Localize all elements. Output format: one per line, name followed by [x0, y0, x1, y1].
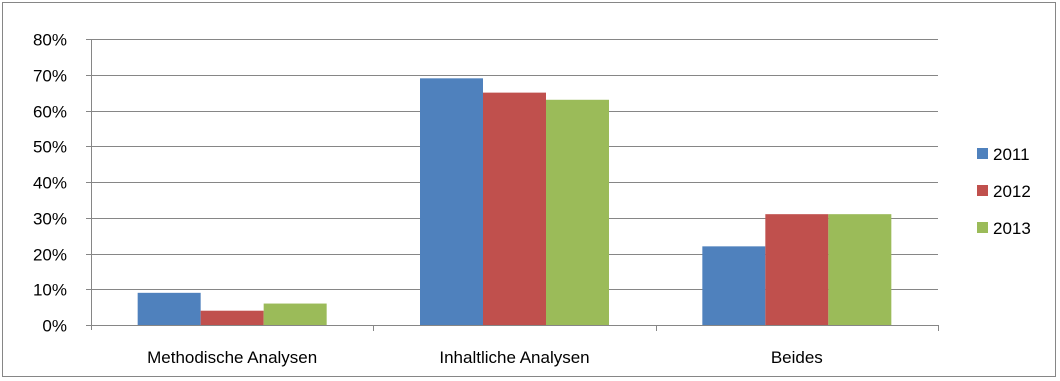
y-tick-label: 70% — [33, 67, 67, 86]
x-axis-tick-labels: Methodische Analysen Inhaltliche Analysen… — [147, 348, 823, 367]
bar-2012-1 — [200, 310, 264, 325]
bar-2012-3 — [765, 214, 829, 325]
x-tick-label: Inhaltliche Analysen — [439, 348, 589, 367]
bar-2011-1 — [137, 292, 201, 325]
legend-swatch-2012 — [977, 185, 988, 196]
bar-2011-3 — [702, 246, 766, 325]
chart-frame: 0% 10% 20% 30% 40% 50% 60% 70% 80% Methodische A… — [2, 2, 1056, 377]
y-tick-label: 20% — [33, 246, 67, 265]
bar-chart: 0% 10% 20% 30% 40% 50% 60% 70% 80% Methodische A… — [33, 31, 1031, 368]
legend-swatch-2011 — [977, 148, 988, 159]
y-tick-label: 50% — [33, 138, 67, 157]
y-tick-label: 0% — [42, 317, 67, 336]
bar-2013-2 — [546, 99, 609, 326]
bar-2013-3 — [828, 214, 892, 325]
y-tick-label: 30% — [33, 210, 67, 229]
bars — [137, 78, 892, 326]
y-tick-label: 60% — [33, 103, 67, 122]
legend-label-2013: 2013 — [993, 219, 1031, 238]
legend: 2011 2012 2013 — [977, 145, 1031, 238]
legend-swatch-2013 — [977, 222, 988, 233]
legend-label-2011: 2011 — [993, 145, 1030, 164]
bar-2013-1 — [263, 303, 327, 325]
y-tick-label: 40% — [33, 174, 67, 193]
bar-2012-2 — [483, 92, 546, 325]
axes — [86, 39, 939, 331]
y-tick-label: 80% — [33, 31, 67, 50]
y-tick-label: 10% — [33, 281, 67, 300]
legend-label-2012: 2012 — [993, 182, 1031, 201]
x-tick-label: Beides — [771, 348, 823, 367]
x-tick-label: Methodische Analysen — [147, 348, 317, 367]
bar-2011-2 — [420, 78, 483, 325]
y-axis-tick-labels: 0% 10% 20% 30% 40% 50% 60% 70% 80% — [33, 31, 67, 336]
